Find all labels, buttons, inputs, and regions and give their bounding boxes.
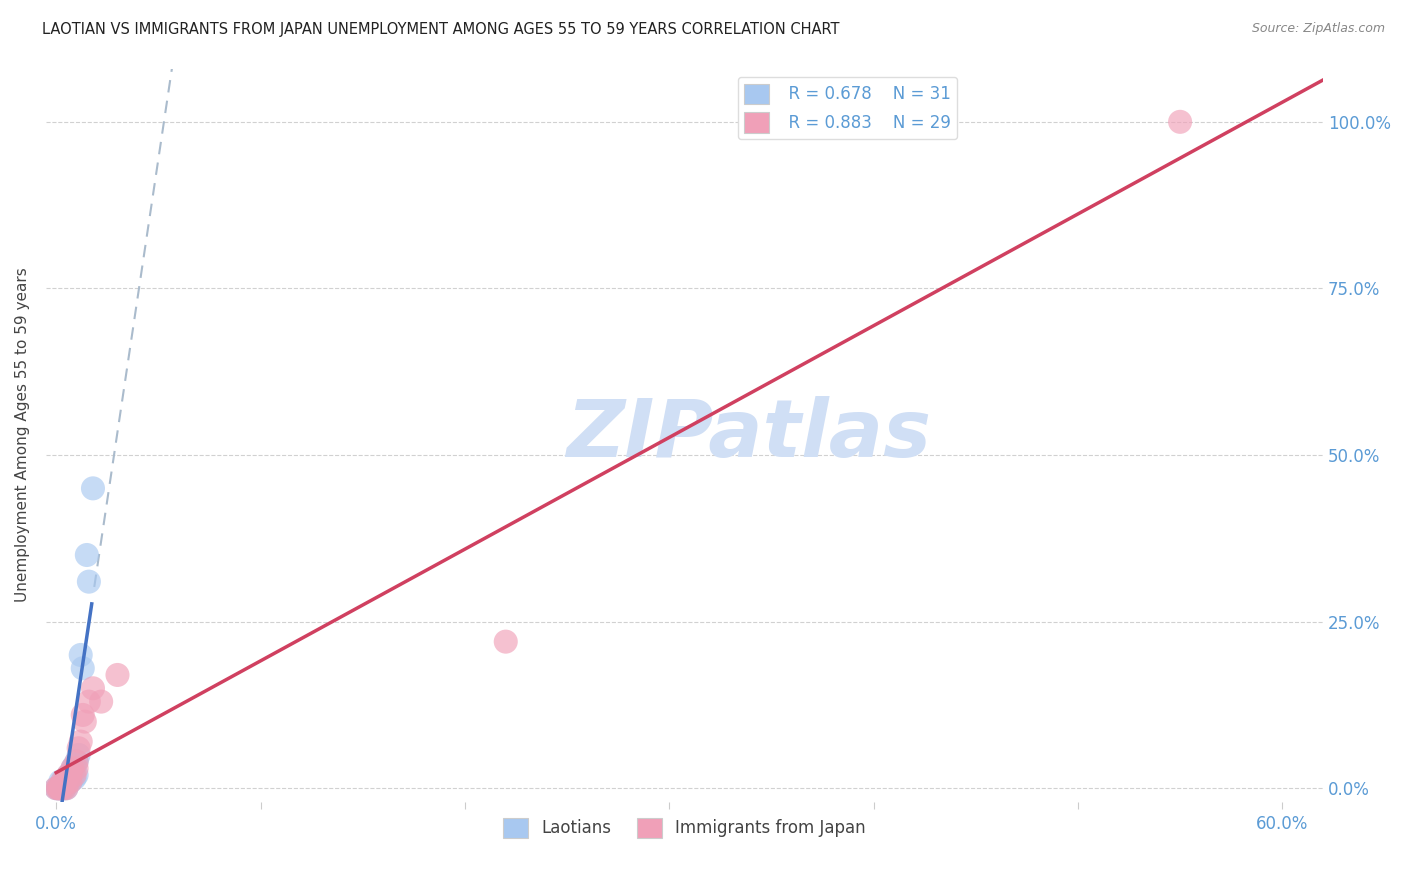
Point — [58, 768, 80, 782]
Point — [63, 768, 86, 782]
Point — [46, 781, 69, 796]
Point — [63, 771, 86, 785]
Point — [49, 774, 72, 789]
Point — [62, 761, 84, 775]
Point — [49, 781, 72, 796]
Point — [72, 661, 94, 675]
Point — [46, 781, 69, 796]
Point — [63, 758, 86, 772]
Point — [53, 781, 76, 796]
Point — [62, 771, 84, 785]
Point — [82, 681, 104, 696]
Point — [67, 747, 90, 762]
Point — [53, 778, 76, 792]
Point — [49, 781, 72, 796]
Point — [77, 574, 100, 589]
Point — [58, 768, 80, 782]
Point — [55, 771, 77, 785]
Text: Source: ZipAtlas.com: Source: ZipAtlas.com — [1251, 22, 1385, 36]
Point — [51, 778, 73, 792]
Point — [58, 774, 80, 789]
Point — [51, 774, 73, 789]
Point — [65, 755, 87, 769]
Point — [72, 708, 94, 723]
Point — [59, 768, 82, 782]
Point — [49, 781, 72, 796]
Point — [65, 768, 87, 782]
Point — [46, 781, 69, 796]
Point — [46, 781, 69, 796]
Point — [53, 774, 76, 789]
Text: ZIPatlas: ZIPatlas — [565, 396, 931, 474]
Point — [73, 714, 96, 729]
Point — [53, 774, 76, 789]
Legend: Laotians, Immigrants from Japan: Laotians, Immigrants from Japan — [496, 811, 872, 845]
Point — [1168, 115, 1191, 129]
Point — [69, 648, 91, 662]
Point — [45, 781, 67, 796]
Point — [107, 668, 129, 682]
Point — [76, 548, 98, 562]
Point — [62, 761, 84, 775]
Point — [82, 481, 104, 495]
Point — [51, 781, 73, 796]
Point — [53, 781, 76, 796]
Point — [55, 771, 77, 785]
Point — [59, 774, 82, 789]
Point — [90, 695, 112, 709]
Point — [49, 781, 72, 796]
Point — [67, 741, 90, 756]
Point — [77, 695, 100, 709]
Point — [59, 768, 82, 782]
Point — [58, 774, 80, 789]
Y-axis label: Unemployment Among Ages 55 to 59 years: Unemployment Among Ages 55 to 59 years — [15, 268, 30, 602]
Point — [65, 761, 87, 775]
Point — [55, 781, 77, 796]
Point — [69, 734, 91, 748]
Point — [59, 774, 82, 789]
Point — [51, 781, 73, 796]
Text: LAOTIAN VS IMMIGRANTS FROM JAPAN UNEMPLOYMENT AMONG AGES 55 TO 59 YEARS CORRELAT: LAOTIAN VS IMMIGRANTS FROM JAPAN UNEMPLO… — [42, 22, 839, 37]
Point — [495, 634, 517, 648]
Point — [65, 755, 87, 769]
Point — [51, 774, 73, 789]
Point — [55, 778, 77, 792]
Point — [45, 781, 67, 796]
Point — [55, 781, 77, 796]
